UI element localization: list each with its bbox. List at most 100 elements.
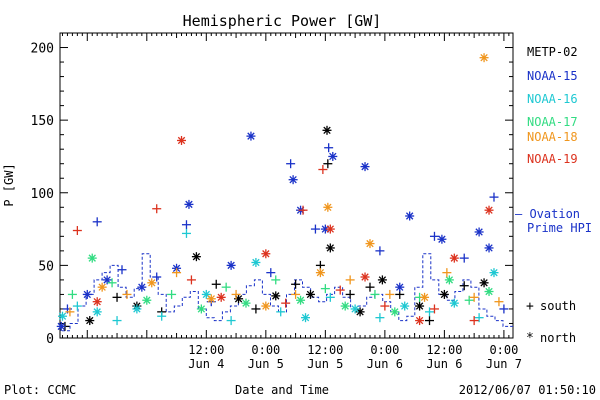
point-noaa-19-south	[335, 285, 345, 295]
point-noaa-18-south	[385, 289, 395, 299]
point-noaa-19-south	[429, 304, 439, 314]
y-tick-label: 150	[31, 114, 54, 129]
point-noaa-15-north	[226, 260, 236, 270]
point-noaa-15-north	[56, 321, 66, 331]
point-noaa-17-south	[271, 275, 281, 285]
point-noaa-18-north	[261, 301, 271, 311]
legend-ovation-line1: – Ovation	[515, 207, 580, 221]
point-metp-02-north	[325, 243, 335, 253]
point-noaa-18-north	[479, 53, 489, 63]
point-noaa-15-north	[395, 282, 405, 292]
point-metp-02-south	[365, 282, 375, 292]
x-tick-label-time: 12:00	[426, 343, 462, 357]
point-noaa-18-north	[97, 282, 107, 292]
x-axis-title: Date and Time	[235, 383, 329, 397]
point-noaa-19-north	[177, 135, 187, 145]
point-noaa-19-south	[469, 316, 479, 326]
point-noaa-19-north	[415, 316, 425, 326]
legend-item-metp-02: METP-02	[527, 45, 578, 59]
legend-south-symbol: +	[526, 299, 534, 314]
point-noaa-15-south	[489, 192, 499, 202]
point-metp-02-south	[112, 292, 122, 302]
point-noaa-15-north	[328, 151, 338, 161]
point-noaa-17-north	[142, 295, 152, 305]
x-tick-label-time: 0:00	[251, 343, 280, 357]
point-noaa-19-south	[281, 298, 291, 308]
point-noaa-18-north	[147, 278, 157, 288]
point-metp-02-north	[322, 125, 332, 135]
point-noaa-17-south	[167, 289, 177, 299]
point-noaa-15-south	[310, 224, 320, 234]
point-noaa-15-north	[288, 175, 298, 185]
y-axis: 0 50 100 150 200	[31, 32, 513, 347]
point-noaa-18-north	[315, 268, 325, 278]
x-tick-label-date: Jun 5	[248, 357, 284, 371]
point-metp-02-south	[251, 304, 261, 314]
point-noaa-16-north	[132, 304, 142, 314]
point-noaa-16-south	[157, 311, 167, 321]
legend: METP-02 NOAA-15 NOAA-16 NOAA-17 NOAA-18 …	[515, 45, 592, 346]
point-noaa-19-south	[318, 165, 328, 175]
point-noaa-15-south	[181, 220, 191, 230]
x-tick-label-time: 12:00	[188, 343, 224, 357]
point-noaa-16-south	[276, 307, 286, 317]
point-metp-02-south	[345, 289, 355, 299]
legend-south-label: south	[540, 299, 576, 313]
point-noaa-16-south	[226, 316, 236, 326]
point-noaa-16-north	[251, 257, 261, 267]
point-noaa-15-south	[117, 265, 127, 275]
point-noaa-18-south	[442, 268, 452, 278]
x-tick-label-date: Jun 6	[367, 357, 403, 371]
point-noaa-15-south	[459, 253, 469, 263]
point-noaa-17-south	[67, 289, 77, 299]
legend-item-noaa-16: NOAA-16	[527, 92, 578, 106]
point-noaa-16-south	[474, 313, 484, 323]
point-noaa-16-south	[72, 301, 82, 311]
point-metp-02-north	[191, 252, 201, 262]
point-noaa-17-north	[87, 253, 97, 263]
point-metp-02-south	[291, 279, 301, 289]
point-noaa-17-north	[484, 287, 494, 297]
point-noaa-18-south	[122, 289, 132, 299]
point-noaa-17-south	[370, 289, 380, 299]
point-noaa-15-north	[246, 131, 256, 141]
point-noaa-15-north	[102, 275, 112, 285]
point-noaa-19-north	[449, 253, 459, 263]
legend-item-noaa-17: NOAA-17	[527, 115, 578, 129]
point-noaa-15-north	[184, 199, 194, 209]
point-noaa-15-south	[375, 246, 385, 256]
data-points	[56, 53, 509, 331]
point-noaa-18-south	[494, 297, 504, 307]
point-noaa-19-north	[92, 297, 102, 307]
point-noaa-18-south	[345, 275, 355, 285]
y-tick-label: 100	[31, 187, 54, 202]
x-tick-label-date: Jun 7	[486, 357, 522, 371]
point-noaa-15-north	[405, 211, 415, 221]
legend-item-noaa-18: NOAA-18	[527, 130, 578, 144]
point-metp-02-north	[439, 289, 449, 299]
point-noaa-16-south	[112, 316, 122, 326]
point-metp-02-north	[479, 278, 489, 288]
point-noaa-17-north	[390, 307, 400, 317]
point-noaa-18-south	[231, 289, 241, 299]
point-metp-02-south	[323, 159, 333, 169]
point-noaa-15-north	[484, 243, 494, 253]
point-noaa-15-south	[266, 268, 276, 278]
y-axis-label: P [GW]	[2, 163, 16, 206]
point-metp-02-north	[355, 307, 365, 317]
point-noaa-16-north	[449, 298, 459, 308]
point-noaa-17-north	[241, 298, 251, 308]
point-metp-02-north	[415, 301, 425, 311]
point-noaa-15-south	[286, 159, 296, 169]
point-noaa-17-north	[444, 275, 454, 285]
point-metp-02-south	[459, 281, 469, 291]
point-noaa-15-north	[360, 162, 370, 172]
point-noaa-18-south	[172, 268, 182, 278]
point-noaa-15-north	[474, 227, 484, 237]
point-noaa-19-south	[152, 204, 162, 214]
y-tick-label: 0	[46, 332, 54, 347]
point-noaa-19-south	[298, 205, 308, 215]
point-metp-02-north	[377, 275, 387, 285]
point-noaa-19-south	[186, 275, 196, 285]
